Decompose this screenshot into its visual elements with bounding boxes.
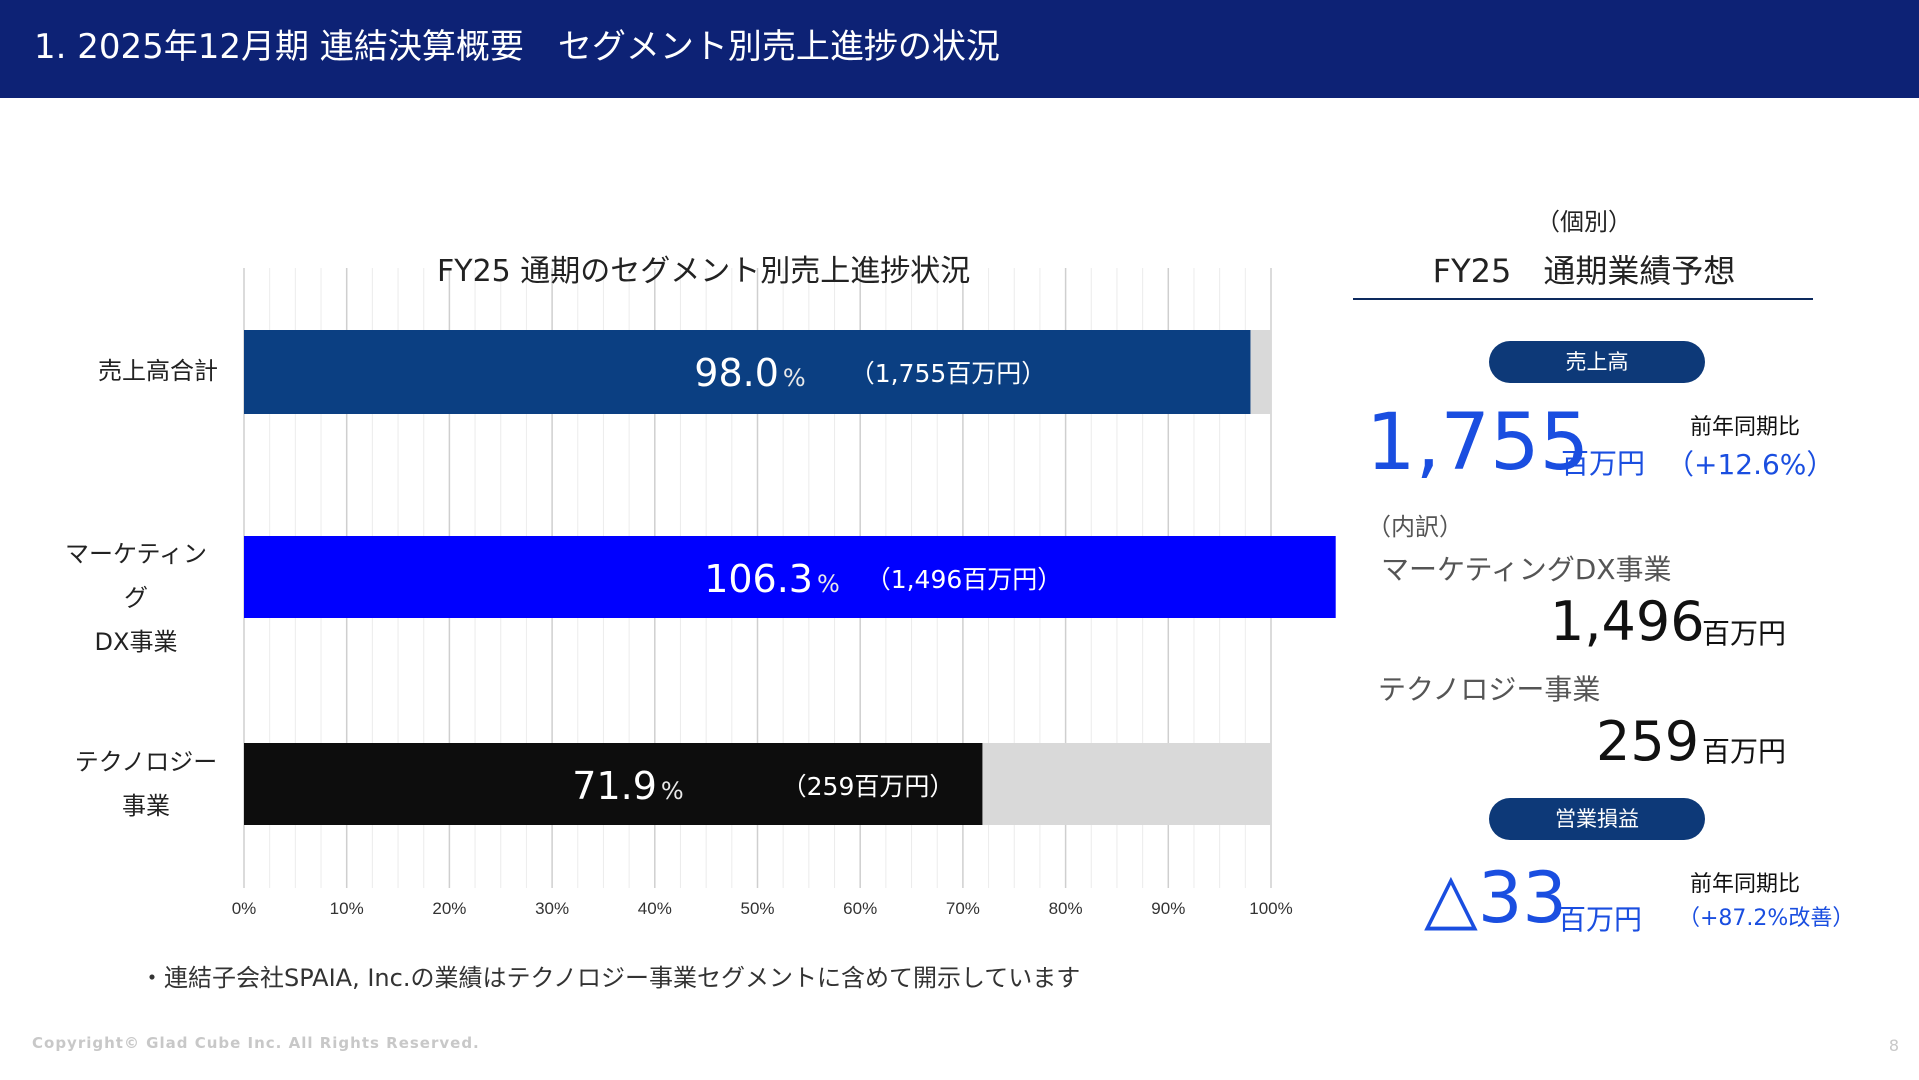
category-label: 売上高合計 <box>78 349 238 393</box>
category-label: マーケティング DX事業 <box>56 532 216 664</box>
segment-value-marketing: 1,496 <box>1550 590 1705 653</box>
bar-amount-label: （1,755百万円） <box>850 359 1047 388</box>
bar-amount-label: （259百万円） <box>782 772 955 801</box>
x-tick-label: 10% <box>330 899 364 918</box>
segment-unit-marketing: 百万円 <box>1702 617 1787 650</box>
sales-pill: 売上高 <box>1489 341 1705 383</box>
x-tick-label: 30% <box>535 899 569 918</box>
panel-divider <box>1353 298 1813 300</box>
x-tick-label: 0% <box>232 899 257 918</box>
x-tick-label: 20% <box>432 899 466 918</box>
panel-title: FY25 通期業績予想 <box>1432 252 1736 290</box>
panel-subtitle: （個別） <box>1536 208 1632 236</box>
bar-value-unit: % <box>661 777 684 805</box>
sales-yoy-label: 前年同期比 <box>1690 415 1801 440</box>
header-bar: 1. 2025年12月期 連結決算概要 セグメント別売上進捗の状況 <box>0 0 1919 98</box>
bar <box>244 536 1336 618</box>
segment-unit-technology: 百万円 <box>1702 735 1787 768</box>
copyright: Copyright© Glad Cube Inc. All Rights Res… <box>32 1034 480 1052</box>
category-label-line: 売上高合計 <box>98 357 218 385</box>
x-tick-label: 50% <box>740 899 774 918</box>
bar <box>244 330 1251 414</box>
x-tick-label: 60% <box>843 899 877 918</box>
operating-unit: 百万円 <box>1558 903 1643 936</box>
sales-yoy-value: （+12.6%） <box>1666 448 1835 481</box>
bar-amount-label: （1,496百万円） <box>866 565 1063 594</box>
category-label-line: 事業 <box>122 792 170 820</box>
category-label-line: DX事業 <box>94 628 178 656</box>
x-tick-label: 80% <box>1049 899 1083 918</box>
category-label-line: マーケティング <box>64 540 208 612</box>
segment-name-marketing: マーケティングDX事業 <box>1381 553 1672 586</box>
x-tick-label: 100% <box>1249 899 1292 918</box>
breakdown-label: （内訳） <box>1367 513 1463 541</box>
segment-name-technology: テクノロジー事業 <box>1378 673 1601 706</box>
operating-yoy-value: （+87.2%改善） <box>1678 906 1855 931</box>
x-tick-label: 40% <box>638 899 672 918</box>
x-tick-label: 90% <box>1151 899 1185 918</box>
page-number: 8 <box>1888 1036 1899 1055</box>
category-label: テクノロジー 事業 <box>66 740 226 828</box>
x-tick-label: 70% <box>946 899 980 918</box>
category-label-line: テクノロジー <box>74 748 218 776</box>
sales-unit: 百万円 <box>1561 447 1646 480</box>
operating-yoy-label: 前年同期比 <box>1690 872 1801 897</box>
operating-value: △33 <box>1424 857 1567 939</box>
bar <box>244 743 983 825</box>
segment-value-technology: 259 <box>1596 710 1700 773</box>
chart-title: FY25 通期のセグメント別売上進捗状況 <box>437 254 971 289</box>
page-title: 1. 2025年12月期 連結決算概要 セグメント別売上進捗の状況 <box>34 27 1000 67</box>
footnote: ・連結子会社SPAIA, Inc.の業績はテクノロジー事業セグメントに含めて開示… <box>140 964 1081 992</box>
operating-pill: 営業損益 <box>1489 798 1705 840</box>
sales-value: 1,755 <box>1366 398 1590 488</box>
bar-value-unit: % <box>783 364 806 392</box>
bar-value-unit: % <box>817 570 840 598</box>
